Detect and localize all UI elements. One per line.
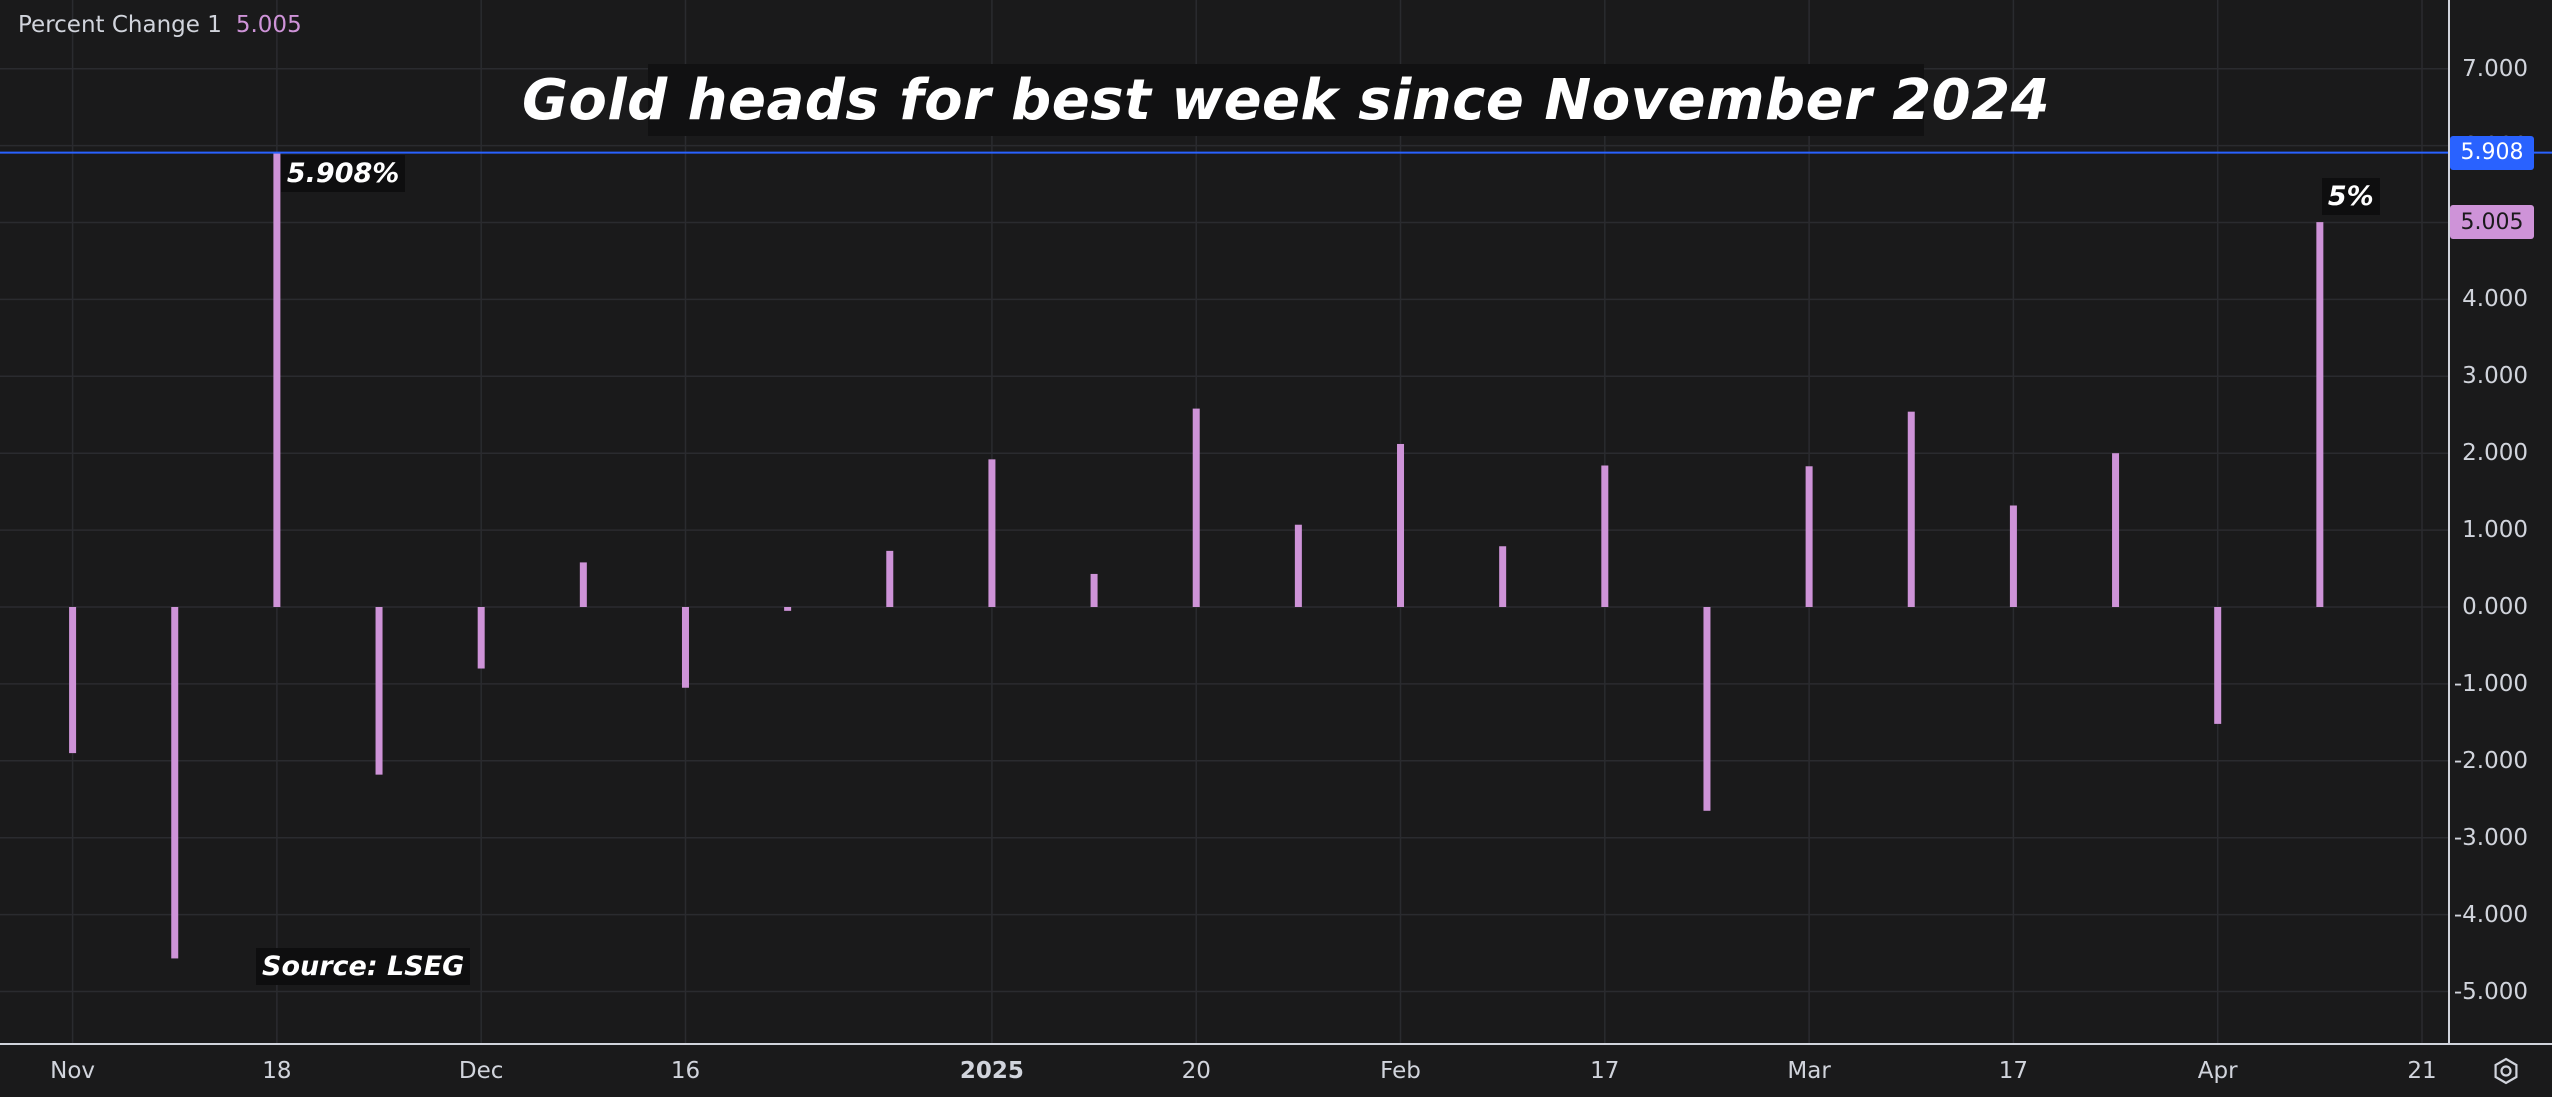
x-tick-label: Dec — [458, 1058, 504, 1084]
y-tick-label: 4.000 — [2462, 286, 2528, 313]
x-tick-label: Apr — [2197, 1058, 2238, 1084]
bar-2025-01-03[interactable] — [988, 459, 996, 607]
x-tick-label: Feb — [1380, 1058, 1421, 1084]
bar-2024-11-08[interactable] — [171, 607, 179, 959]
series-legend[interactable]: Percent Change 1 5.005 — [18, 12, 302, 38]
y-tick-label: 2.000 — [2462, 440, 2528, 467]
bar-2024-11-29[interactable] — [477, 607, 485, 669]
x-tick-label: Mar — [1787, 1058, 1831, 1084]
y-tick-label: -2.000 — [2453, 747, 2528, 774]
bar-2025-03-07[interactable] — [1907, 411, 1915, 607]
y-tick-label: 7.000 — [2462, 55, 2528, 82]
y-tick-label: -4.000 — [2453, 901, 2528, 928]
bar-2024-11-22[interactable] — [375, 607, 383, 775]
y-tick-label: 1.000 — [2462, 517, 2528, 544]
bar-2025-01-31[interactable] — [1397, 443, 1405, 607]
bar-2025-01-17[interactable] — [1192, 408, 1200, 607]
x-tick-label: 16 — [670, 1058, 701, 1084]
settings-icon[interactable] — [2488, 1053, 2524, 1089]
bar-2024-12-06[interactable] — [579, 562, 587, 607]
bar-2025-02-07[interactable] — [1499, 546, 1507, 607]
price-badge-line: 5.908 — [2450, 135, 2534, 170]
bar-series — [69, 152, 2324, 959]
annotation-peak-nov: 5.908% — [280, 154, 406, 192]
price-badge-last: 5.005 — [2450, 205, 2534, 240]
x-tick-label: 2025 — [959, 1058, 1024, 1084]
bar-2024-12-27[interactable] — [886, 550, 894, 607]
bar-2024-11-15[interactable] — [273, 152, 281, 607]
chart-title: Gold heads for best week since November … — [521, 67, 2051, 133]
x-tick-label: 20 — [1181, 1058, 1211, 1084]
y-tick-label: 3.000 — [2462, 363, 2528, 390]
bar-2025-02-14[interactable] — [1601, 465, 1609, 607]
x-tick-label: 17 — [1590, 1058, 1620, 1084]
bar-2024-11-01[interactable] — [69, 607, 77, 754]
chart-title-box: Gold heads for best week since November … — [522, 64, 2050, 136]
y-tick-label: -3.000 — [2453, 824, 2528, 851]
bar-2025-02-21[interactable] — [1703, 607, 1711, 811]
bar-2025-02-28[interactable] — [1805, 466, 1813, 607]
source-note: Source: LSEG — [256, 948, 471, 985]
y-tick-label: -5.000 — [2453, 978, 2528, 1005]
axis-lines — [0, 0, 2552, 1045]
annotation-peak-apr: 5% — [2321, 178, 2380, 216]
y-tick-label: -1.000 — [2453, 670, 2528, 697]
bar-2025-03-21[interactable] — [2112, 453, 2120, 607]
y-tick-label: 0.000 — [2462, 594, 2528, 620]
x-tick-label: 21 — [2407, 1058, 2437, 1084]
bar-2025-03-14[interactable] — [2009, 505, 2017, 607]
x-tick-label: 17 — [1998, 1058, 2029, 1084]
bar-2024-12-13[interactable] — [681, 607, 689, 688]
bar-2024-12-20[interactable] — [784, 607, 792, 611]
x-tick-label: Nov — [50, 1058, 96, 1084]
bar-2025-03-28[interactable] — [2214, 607, 2222, 724]
x-tick-label: 18 — [262, 1058, 292, 1084]
legend-value: 5.005 — [235, 12, 302, 38]
bar-2025-01-10[interactable] — [1090, 573, 1098, 607]
legend-label: Percent Change 1 — [18, 12, 222, 38]
bar-2025-01-24[interactable] — [1294, 524, 1302, 607]
bar-2025-04-04[interactable] — [2316, 222, 2324, 608]
